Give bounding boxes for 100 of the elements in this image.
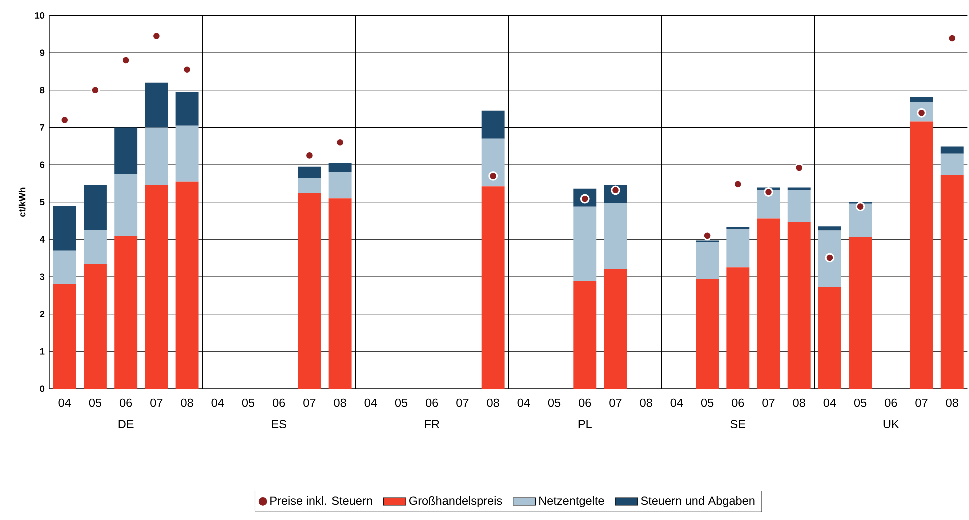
x-tick-label: 06 [579, 399, 592, 408]
bar [482, 186, 505, 390]
y-tick-label: 7 [40, 124, 45, 132]
bar [145, 83, 168, 128]
bar [910, 97, 934, 102]
y-tick-label: 3 [40, 274, 45, 280]
text: DE [118, 420, 134, 429]
point [764, 188, 774, 198]
x-tick-label: 05 [701, 399, 714, 408]
bar [328, 163, 352, 173]
x-tick-label: 07 [304, 399, 316, 408]
legend-label: Großhandelspreis [410, 496, 502, 508]
x-tick-label: 05 [89, 399, 102, 408]
bar [176, 126, 199, 182]
bar [788, 222, 811, 390]
bar [145, 186, 168, 390]
bar [176, 92, 199, 126]
text: FR [425, 420, 440, 429]
bar [53, 284, 76, 390]
x-tick-label: 04 [518, 399, 530, 408]
x-tick-label: 06 [426, 399, 438, 408]
bar [114, 236, 138, 390]
x-tick-label: 05 [854, 399, 867, 408]
bar [726, 229, 750, 268]
bar [757, 218, 780, 390]
point [488, 172, 498, 182]
x-tick-label: 08 [487, 399, 500, 408]
bar [53, 251, 76, 285]
point [794, 163, 804, 173]
bar [940, 175, 964, 390]
bar [604, 270, 628, 390]
y-tick-label: 1 [40, 348, 45, 355]
bar [145, 128, 168, 186]
bar [482, 111, 505, 140]
x-tick-label: 04 [824, 399, 836, 408]
bar [298, 178, 322, 194]
bar [574, 207, 597, 282]
y-tick-label: 6 [40, 162, 45, 168]
x-tick-label: 07 [610, 399, 622, 408]
x-tick-label: 06 [732, 399, 744, 408]
bar [114, 128, 138, 175]
y-tick-label: 4 [40, 236, 45, 244]
y-tick-label: 2 [40, 311, 45, 318]
x-tick-label: 04 [670, 399, 684, 408]
bar [849, 204, 872, 238]
y-tick-label: 0 [40, 386, 45, 392]
y-tick-label: 10 [35, 12, 45, 20]
bar [818, 226, 842, 231]
x-tick-label: 05 [242, 399, 255, 408]
legend-label: Netzentgelte [540, 496, 604, 508]
bar [818, 287, 842, 390]
x-tick-label: 07 [762, 399, 775, 408]
bar [788, 190, 811, 223]
x-tick-label: 05 [548, 399, 561, 408]
x-tick-label: 05 [395, 399, 408, 408]
bar [84, 230, 107, 264]
x-tick-label: 08 [946, 399, 958, 408]
bar [574, 282, 597, 390]
y-axis-title: ct/kWh [18, 188, 26, 218]
bar [298, 193, 322, 390]
bar [114, 174, 138, 236]
bar [84, 264, 107, 390]
bar [176, 182, 199, 390]
text: PL [578, 420, 592, 429]
text: SE [730, 420, 746, 429]
x-tick-label: 08 [640, 399, 652, 408]
text: ES [272, 420, 286, 429]
bar [940, 146, 964, 154]
bar [757, 190, 780, 219]
text: UK [884, 420, 900, 429]
x-tick-label: 04 [212, 399, 224, 408]
bar [84, 186, 107, 231]
bar [910, 122, 934, 390]
bar [940, 154, 964, 176]
x-tick-label: 07 [150, 399, 163, 408]
x-tick-label: 07 [916, 399, 928, 408]
x-tick-label: 07 [456, 399, 469, 408]
point [702, 231, 712, 241]
x-tick-label: 04 [58, 399, 72, 408]
bar [849, 238, 872, 390]
x-tick-label: 06 [885, 399, 898, 408]
y-tick-label: 8 [40, 87, 45, 94]
x-tick-label: 04 [364, 399, 378, 408]
point [825, 253, 835, 263]
bar [328, 172, 352, 199]
bar [298, 167, 322, 178]
x-tick-label: 08 [334, 399, 346, 408]
legend-label: Preise inkl. Steuern [270, 496, 372, 506]
y-tick-label: 9 [40, 50, 45, 56]
x-tick-label: 08 [181, 399, 194, 408]
bar [482, 139, 505, 187]
x-tick-label: 06 [273, 399, 286, 408]
bar [818, 230, 842, 288]
bar [696, 279, 720, 390]
bar [53, 206, 76, 252]
bar [696, 242, 720, 280]
x-tick-label: 06 [120, 399, 132, 408]
x-tick-label: 08 [793, 399, 806, 408]
point [121, 56, 131, 66]
point [856, 202, 866, 212]
